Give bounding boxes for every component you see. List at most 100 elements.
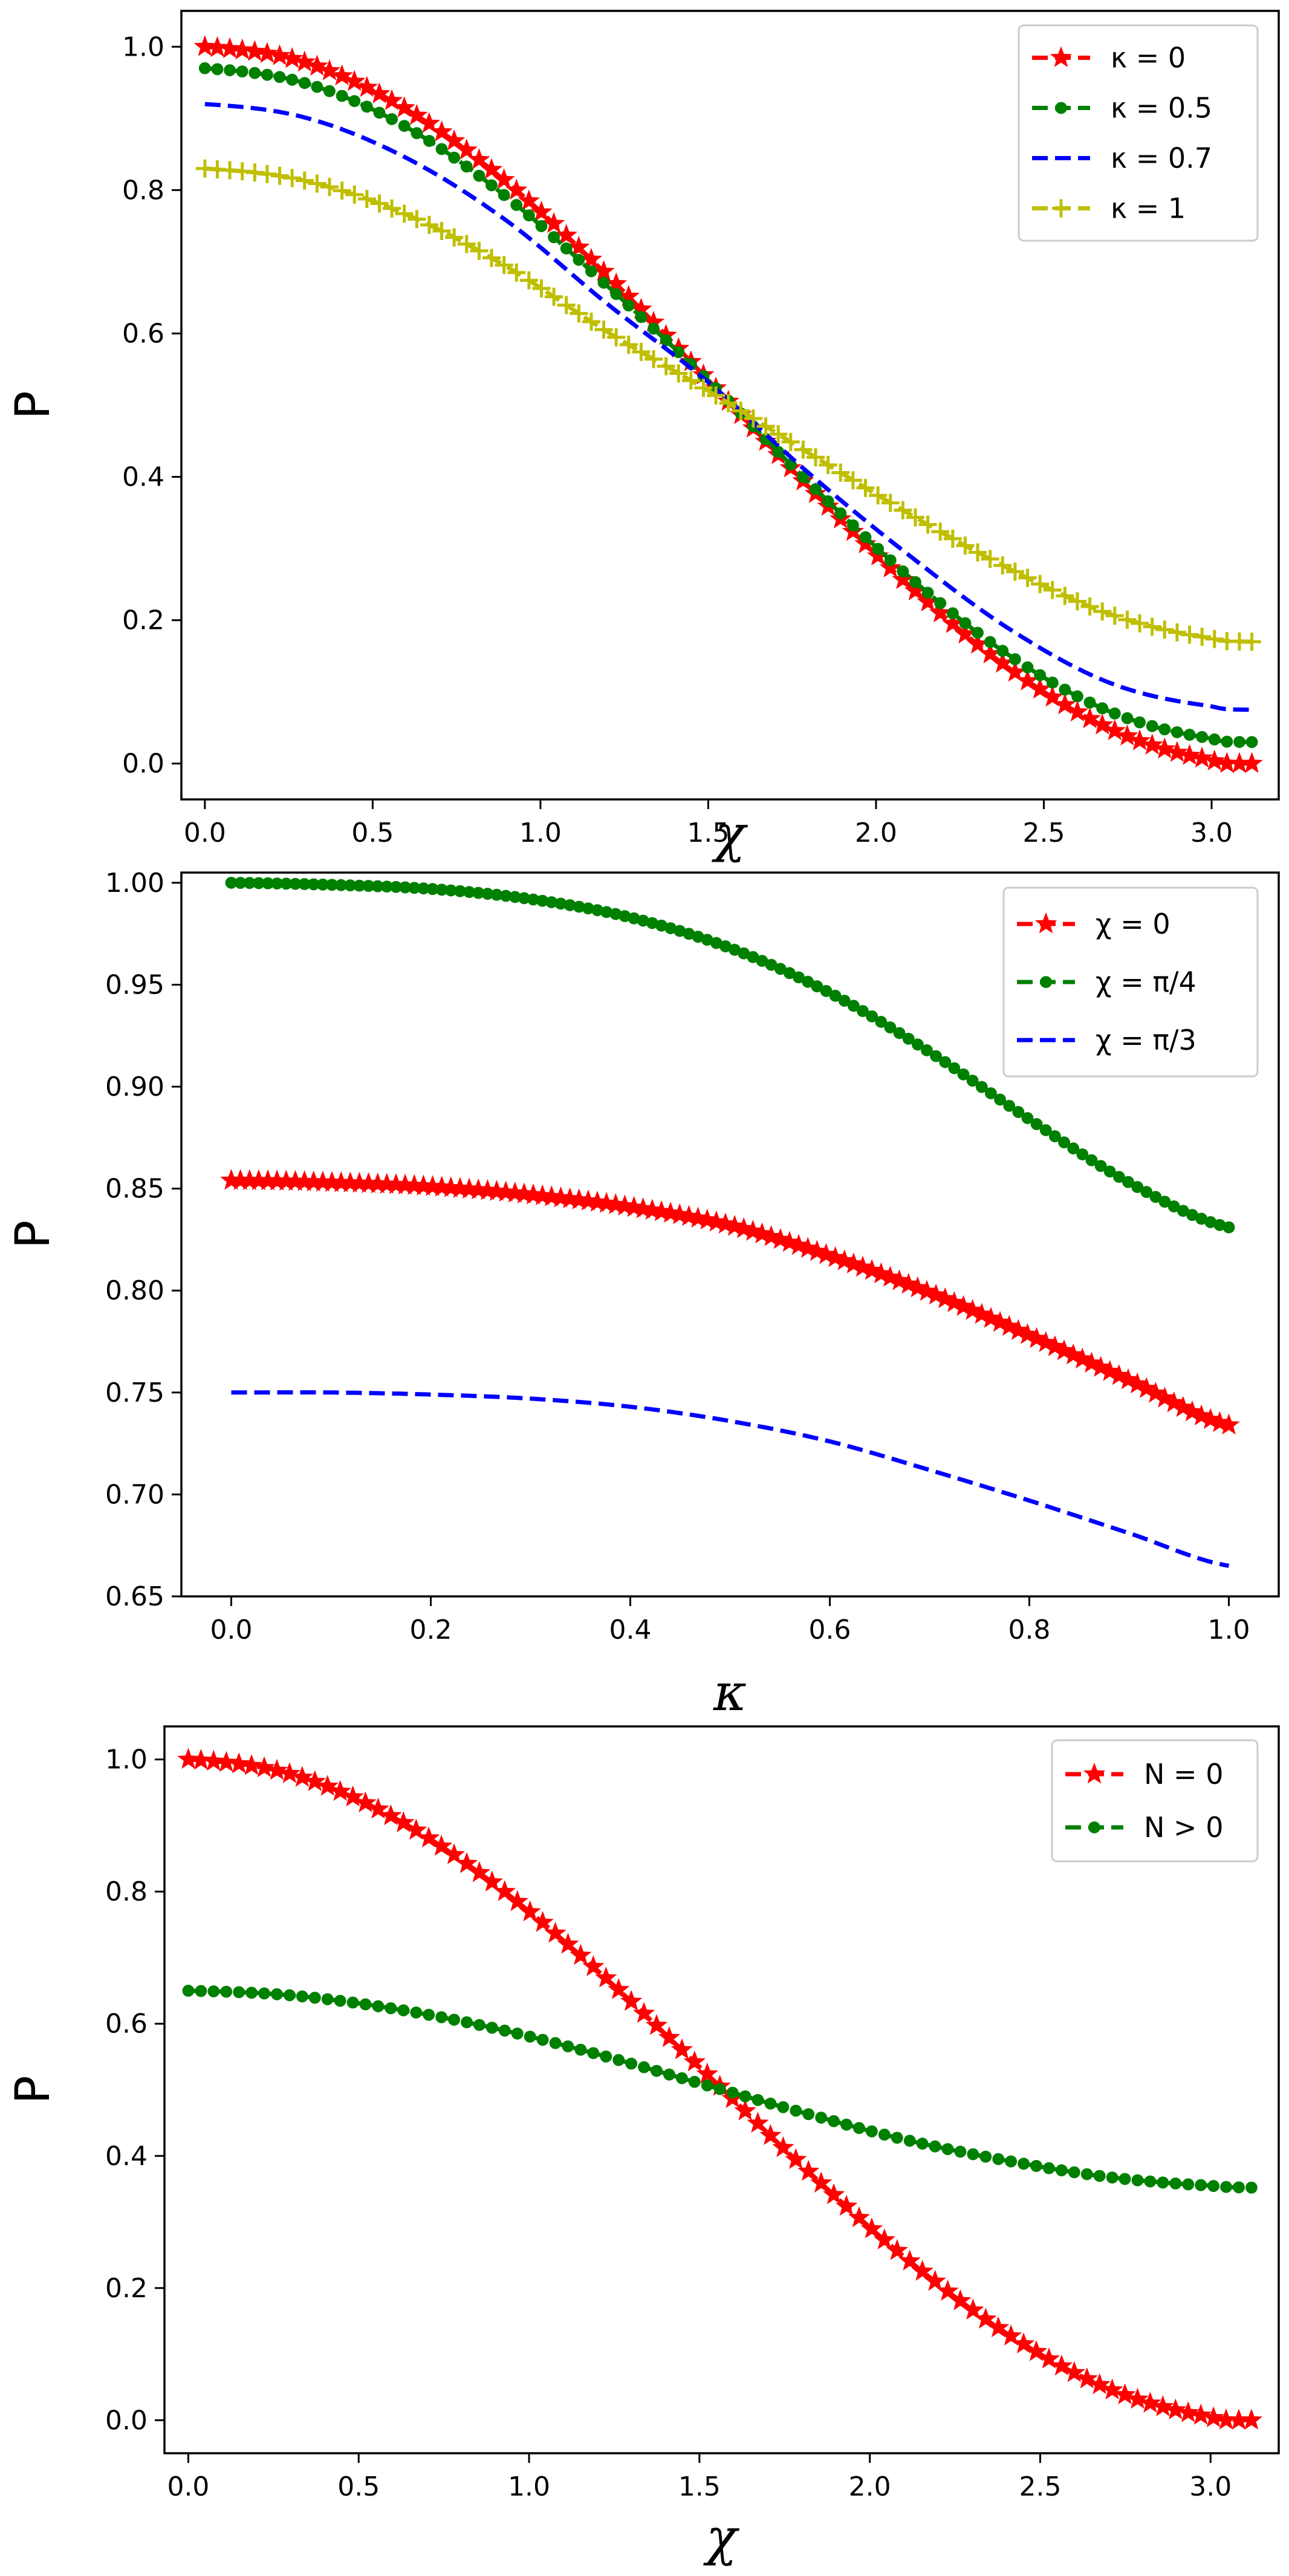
legend-entry: χ = π/3 <box>1017 1024 1196 1056</box>
y-tick-label: 0.8 <box>122 175 164 206</box>
data-point <box>1114 2383 1136 2405</box>
data-point <box>1018 568 1037 587</box>
data-point <box>420 215 438 234</box>
data-point <box>535 220 548 232</box>
data-point <box>549 2037 562 2049</box>
data-point <box>846 519 859 532</box>
data-point <box>1134 716 1146 729</box>
data-point <box>1158 723 1171 736</box>
legend-label: κ = 0.5 <box>1111 92 1212 125</box>
data-point <box>510 199 523 211</box>
y-tick-label: 1.0 <box>122 31 164 62</box>
data-point <box>952 1295 975 1316</box>
data-point <box>1233 2181 1245 2194</box>
data-point <box>1043 2162 1055 2174</box>
data-point <box>1067 1142 1080 1155</box>
y-axis-label: P <box>6 2075 60 2104</box>
data-point <box>967 2148 979 2161</box>
data-point <box>308 1991 321 2004</box>
data-point <box>591 904 603 917</box>
data-point <box>1177 2401 1200 2422</box>
data-point <box>946 607 959 620</box>
data-point <box>648 322 660 335</box>
data-point <box>542 212 565 233</box>
data-point <box>726 2086 739 2099</box>
data-point <box>262 877 274 890</box>
data-point <box>326 879 338 891</box>
legend-label: κ = 0 <box>1111 42 1186 74</box>
data-point <box>1155 620 1174 639</box>
data-point <box>373 106 386 119</box>
data-point <box>921 1044 933 1056</box>
data-point <box>536 894 549 907</box>
data-point <box>190 1749 212 1770</box>
data-point <box>1106 2171 1119 2184</box>
data-point <box>970 1303 993 1324</box>
data-point <box>888 1269 911 1290</box>
data-point <box>370 194 389 213</box>
data-point <box>293 50 316 72</box>
data-point <box>225 876 238 889</box>
data-point <box>838 994 851 1007</box>
data-point <box>843 471 862 490</box>
data-point <box>1190 746 1213 768</box>
data-point <box>756 417 775 436</box>
data-point <box>777 2101 790 2113</box>
data-point <box>231 38 253 60</box>
data-point <box>470 241 489 260</box>
data-point <box>393 96 415 118</box>
data-point <box>243 877 256 890</box>
data-point <box>1016 1322 1039 1344</box>
data-point <box>607 1978 630 1999</box>
data-point <box>881 493 900 512</box>
data-point <box>390 880 402 893</box>
data-point <box>957 1068 970 1081</box>
y-tick-label: 1.00 <box>105 868 164 899</box>
data-point <box>1135 1377 1158 1398</box>
data-point <box>797 470 810 483</box>
data-point <box>331 64 353 86</box>
data-point <box>948 1062 961 1075</box>
data-point <box>1071 1347 1094 1369</box>
data-point <box>1103 1165 1116 1178</box>
data-point <box>719 394 738 412</box>
legend: N = 0 N > 0 <box>1051 1739 1259 1862</box>
data-point <box>835 2194 858 2216</box>
series-1 <box>182 1985 1258 2194</box>
data-point <box>498 189 510 201</box>
data-point <box>268 44 291 65</box>
data-point <box>701 934 713 946</box>
data-point <box>554 897 567 910</box>
data-point <box>1131 2174 1144 2187</box>
data-point <box>600 2050 612 2063</box>
data-point <box>397 2004 410 2017</box>
data-point <box>291 1766 314 1787</box>
data-point <box>1103 719 1126 741</box>
data-point <box>1079 707 1101 729</box>
data-point <box>574 2043 587 2056</box>
y-tick-label: 0.2 <box>122 605 164 636</box>
data-point <box>505 178 528 200</box>
data-point <box>710 937 722 949</box>
data-point <box>395 204 414 223</box>
data-point <box>1204 1216 1217 1228</box>
legend-label: κ = 1 <box>1111 192 1186 225</box>
data-point <box>772 2136 794 2158</box>
data-point <box>455 138 478 160</box>
data-point <box>675 2072 688 2084</box>
data-point <box>490 888 503 901</box>
data-point <box>323 85 336 97</box>
data-point <box>831 463 850 482</box>
data-point <box>1068 2166 1080 2179</box>
data-point <box>810 483 822 495</box>
data-point <box>407 210 426 229</box>
data-point <box>1063 2361 1086 2382</box>
data-point <box>903 2135 916 2147</box>
legend-marker <box>1034 912 1057 934</box>
data-point <box>1025 1327 1048 1348</box>
data-point <box>448 2014 460 2026</box>
data-point <box>655 919 667 932</box>
data-point <box>619 910 631 922</box>
data-point <box>316 1775 339 1796</box>
